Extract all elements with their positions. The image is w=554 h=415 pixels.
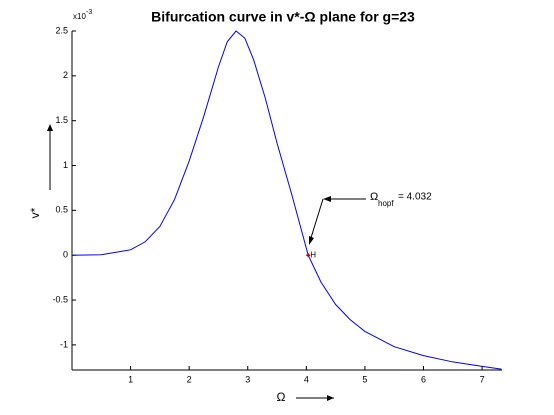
y-tick-label: 2	[63, 70, 68, 80]
y-tick-label: -1	[60, 339, 68, 349]
annotation-text: = 4.032	[398, 192, 432, 203]
annotation-arrow	[309, 198, 324, 242]
y-tick-label: 1.5	[55, 115, 68, 125]
curve	[71, 30, 502, 370]
x-tick-label: 2	[187, 374, 192, 384]
hopf-marker	[306, 253, 311, 258]
hopf-label: H	[310, 250, 316, 259]
annotation-subscript: hopf	[378, 199, 394, 208]
y-label-arrowhead	[47, 124, 53, 131]
annotation-arrowhead	[309, 236, 314, 245]
y-tick-label: -0.5	[52, 294, 68, 304]
y-tick-label: 2.5	[55, 25, 68, 35]
x-tick-label: 6	[421, 374, 426, 384]
annotation-arrowhead	[323, 196, 331, 202]
annotation-symbol: Ω	[370, 191, 378, 203]
x-tick-label: 3	[245, 374, 250, 384]
x-tick-label: 5	[362, 374, 367, 384]
y-tick-label: 0	[63, 250, 68, 260]
y-multiplier: x10	[73, 12, 86, 21]
y-multiplier-exponent: -3	[86, 9, 92, 16]
x-tick-label: 7	[480, 374, 485, 384]
y-tick-label: 0.5	[55, 205, 68, 215]
x-axis-label: Ω	[277, 390, 286, 404]
x-label-arrowhead	[327, 395, 334, 401]
x-tick-label: 4	[304, 374, 309, 384]
chart-title: Bifurcation curve in v*-Ω plane for g=23	[151, 9, 415, 25]
y-axis-label: v*	[28, 207, 42, 218]
x-tick-label: 1	[128, 374, 133, 384]
y-tick-label: 1	[63, 160, 68, 170]
